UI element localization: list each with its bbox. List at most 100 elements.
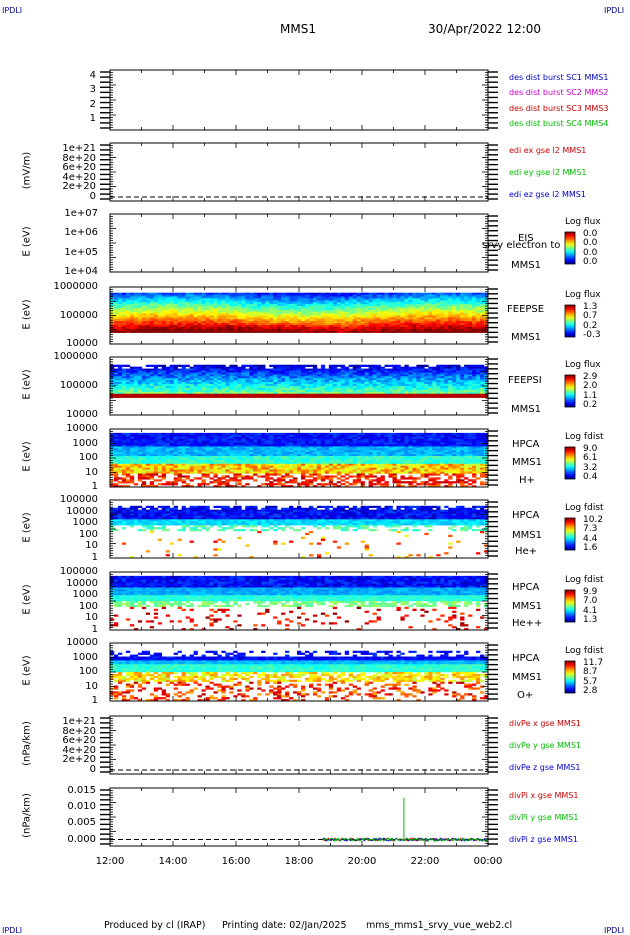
heatmap-cell <box>472 327 476 329</box>
heatmap-cell <box>122 319 126 321</box>
heatmap-cell <box>158 316 162 318</box>
heatmap-cell <box>281 316 285 318</box>
heatmap-cell <box>385 310 389 312</box>
heatmap-cell <box>321 380 325 382</box>
heatmap-cell <box>166 380 170 382</box>
heatmap-cell <box>373 310 377 312</box>
heatmap-cell <box>456 310 460 312</box>
heatmap-cell <box>377 308 381 310</box>
heatmap-cell <box>186 454 190 456</box>
heatmap-cell <box>257 369 261 371</box>
heatmap-cell <box>126 466 130 468</box>
heatmap-cell <box>452 392 456 394</box>
heatmap-cell <box>400 293 404 295</box>
heatmap-cell <box>150 371 154 373</box>
heatmap-cell <box>404 300 408 302</box>
heatmap-cell <box>293 304 297 306</box>
heatmap-cell <box>468 372 472 374</box>
heatmap-cell <box>202 374 206 376</box>
heatmap-cell <box>476 316 480 318</box>
heatmap-cell <box>205 483 209 485</box>
heatmap-cell <box>166 306 170 308</box>
heatmap-cell <box>253 444 257 446</box>
heatmap-cell <box>365 374 369 376</box>
heatmap-cell <box>146 388 150 390</box>
heatmap-cell <box>400 371 404 373</box>
heatmap-cell <box>365 295 369 297</box>
heatmap-cell <box>357 310 361 312</box>
heatmap-cell <box>257 468 261 470</box>
heatmap-cell <box>130 437 134 439</box>
heatmap-cell <box>130 477 134 479</box>
heatmap-cell <box>480 367 484 369</box>
heatmap-cell <box>420 295 424 297</box>
heatmap-cell <box>341 369 345 371</box>
heatmap-cell <box>178 374 182 376</box>
heatmap-cell <box>118 380 122 382</box>
heatmap-cell <box>253 452 257 454</box>
heatmap-cell <box>265 380 269 382</box>
heatmap-cell <box>198 302 202 304</box>
heatmap-cell <box>202 470 206 472</box>
heatmap-cell <box>138 460 142 462</box>
heatmap-cell <box>448 304 452 306</box>
heatmap-cell <box>329 386 333 388</box>
heatmap-cell <box>385 386 389 388</box>
heatmap-cell <box>293 376 297 378</box>
heatmap-cell <box>428 386 432 388</box>
heatmap-cell <box>202 462 206 464</box>
heatmap-cell <box>233 384 237 386</box>
heatmap-cell <box>122 316 126 318</box>
heatmap-cell <box>353 298 357 300</box>
heatmap-cell <box>166 481 170 483</box>
heatmap-cell <box>444 308 448 310</box>
heatmap-cell <box>174 450 178 452</box>
heatmap-cell <box>138 295 142 297</box>
heatmap-cell <box>134 462 138 464</box>
heatmap-cell <box>241 456 245 458</box>
heatmap-cell <box>357 394 361 396</box>
heatmap-cell <box>138 390 142 392</box>
heatmap-cell <box>305 372 309 374</box>
heatmap-cell <box>142 372 146 374</box>
heatmap-cell <box>313 365 317 367</box>
heatmap-cell <box>480 312 484 314</box>
heatmap-cell <box>440 293 444 295</box>
heatmap-cell <box>424 314 428 316</box>
heatmap-cell <box>138 378 142 380</box>
heatmap-cell <box>205 466 209 468</box>
heatmap-cell <box>400 386 404 388</box>
heatmap-cell <box>186 475 190 477</box>
heatmap-cell <box>174 329 178 331</box>
heatmap-cell <box>229 365 233 367</box>
heatmap-cell <box>174 390 178 392</box>
heatmap-cell <box>217 454 221 456</box>
heatmap-cell <box>233 468 237 470</box>
heatmap-cell <box>130 372 134 374</box>
heatmap-cell <box>408 327 412 329</box>
heatmap-cell <box>464 390 468 392</box>
heatmap-cell <box>237 374 241 376</box>
heatmap-cell <box>313 310 317 312</box>
heatmap-cell <box>150 441 154 443</box>
heatmap-cell <box>476 380 480 382</box>
heatmap-cell <box>158 396 162 398</box>
heatmap-cell <box>293 298 297 300</box>
heatmap-cell <box>261 298 265 300</box>
heatmap-cell <box>420 317 424 319</box>
heatmap-cell <box>321 323 325 325</box>
heatmap-cell <box>353 369 357 371</box>
heatmap-cell <box>444 331 448 333</box>
heatmap-cell <box>221 325 225 327</box>
heatmap-cell <box>174 295 178 297</box>
heatmap-cell <box>146 390 150 392</box>
heatmap-cell <box>233 439 237 441</box>
heatmap-cell <box>365 371 369 373</box>
heatmap-cell <box>345 304 349 306</box>
heatmap-cell <box>229 321 233 323</box>
heatmap-cell <box>209 454 213 456</box>
heatmap-cell <box>118 458 122 460</box>
heatmap-cell <box>158 443 162 445</box>
panel-p6 <box>110 429 498 487</box>
heatmap-cell <box>114 454 118 456</box>
